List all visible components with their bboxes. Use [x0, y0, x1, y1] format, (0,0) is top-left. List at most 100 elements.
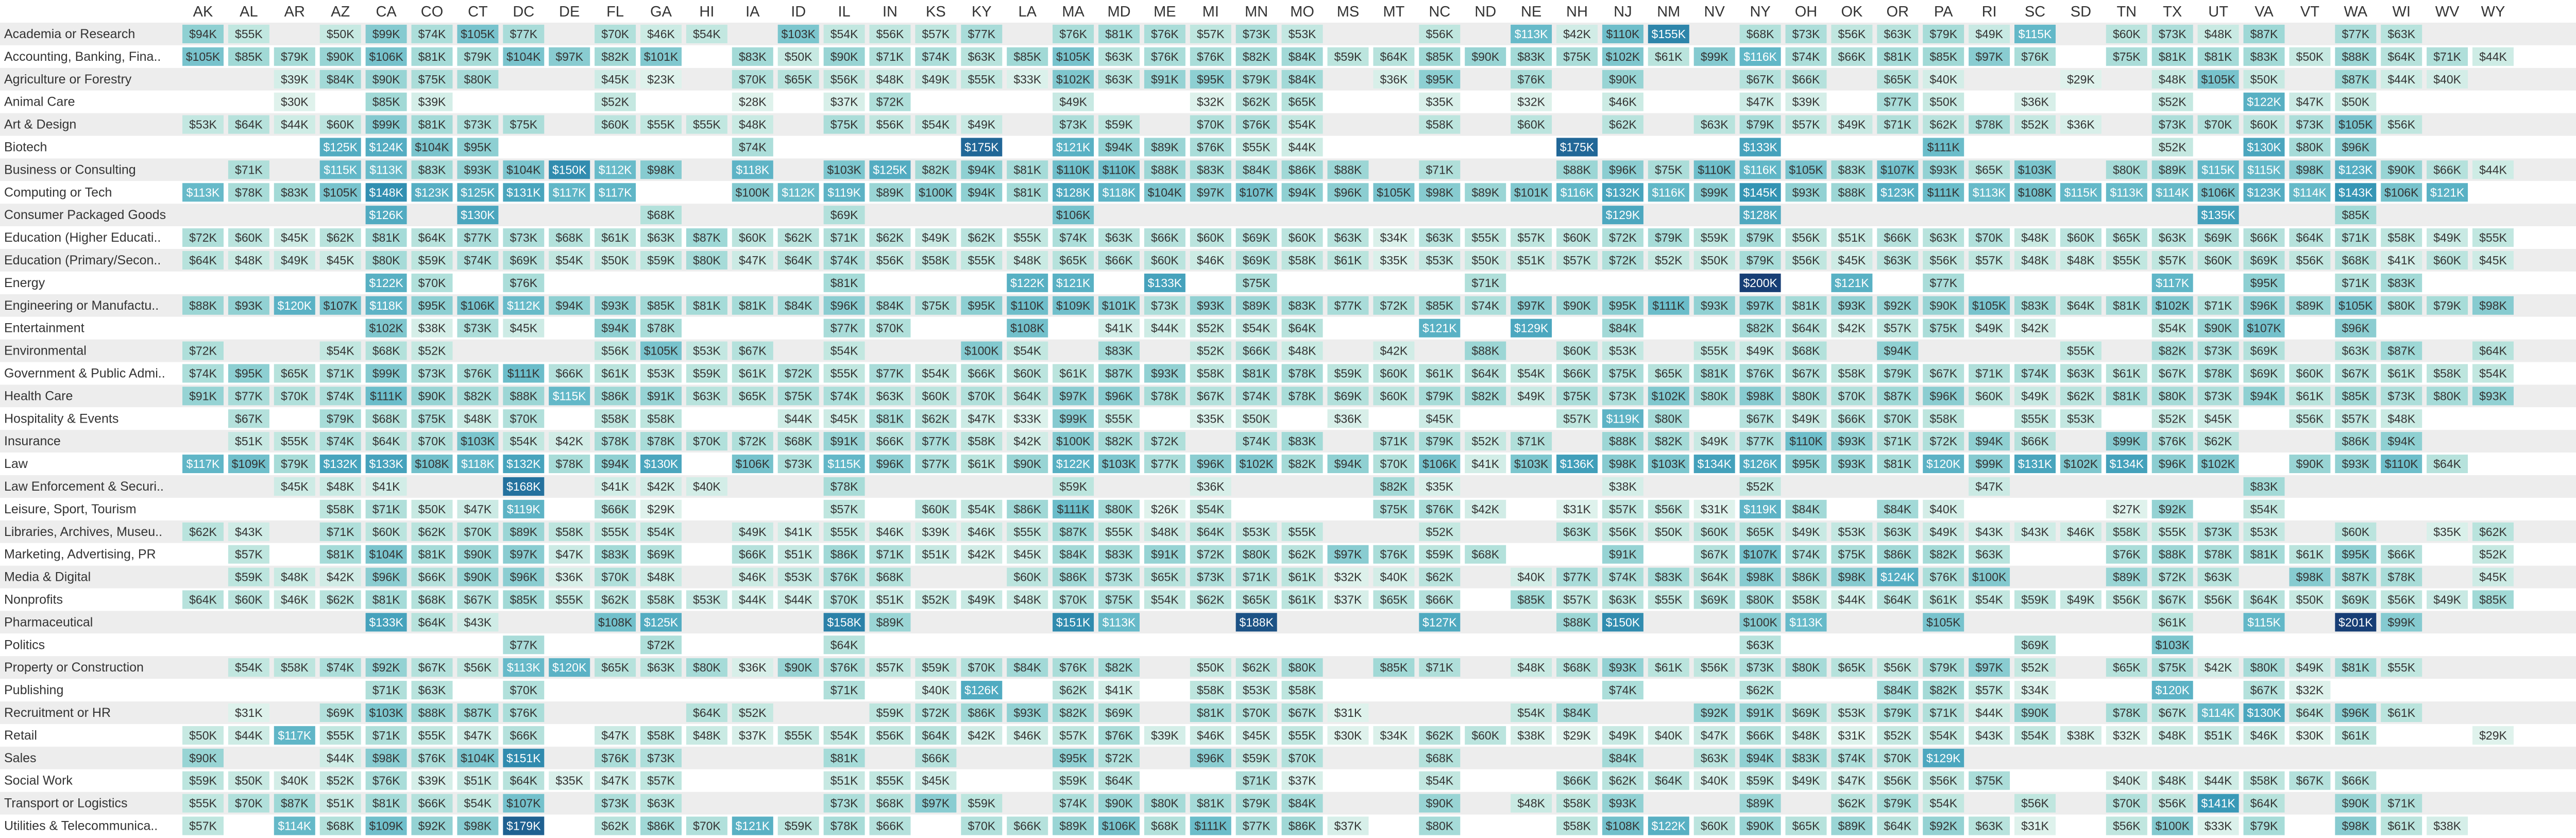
cell-value-label: $108K [2018, 186, 2053, 199]
heatmap-cell [503, 183, 545, 202]
cell-value-label: $48K [739, 118, 767, 131]
heatmap-cell [686, 24, 727, 43]
cell-value-label: $83K [1289, 434, 1316, 448]
cell-value-label: $90K [2205, 322, 2232, 335]
cell-value-label: $86K [1792, 571, 1820, 584]
heatmap-cell [1144, 70, 1185, 89]
cell-value-label: $63K [2159, 231, 2187, 244]
cell-value-label: $70K [235, 797, 263, 810]
cell-value-label: $62K [1289, 548, 1316, 561]
cell-value-label: $91K [1609, 548, 1637, 561]
cell-value-label: $54K [831, 344, 858, 358]
cell-value-label: $39K [1792, 95, 1820, 109]
heatmap-cell [2014, 24, 2056, 43]
heatmap-cell [2106, 160, 2147, 179]
heatmap-cell [1831, 160, 1873, 179]
cell-value-label: $76K [1426, 502, 1453, 516]
cell-value-label: $73K [601, 797, 629, 810]
cell-value-label: $75K [1563, 389, 1591, 403]
row-label: Social Work [4, 774, 73, 788]
cell-value-label: $63K [1884, 27, 1911, 41]
cell-value-label: $61K [1929, 593, 1957, 606]
cell-value-label: $64K [189, 593, 217, 606]
cell-value-label: $71K [876, 50, 904, 63]
heatmap-cell [2335, 24, 2377, 43]
cell-value-label: $150K [1606, 615, 1640, 629]
heatmap-cell [319, 183, 361, 202]
cell-value-label: $69K [831, 208, 858, 222]
cell-value-label: $46K [1197, 729, 1225, 742]
cell-value-label: $79K [1426, 389, 1453, 403]
cell-value-label: $116K [1652, 186, 1685, 199]
heatmap-cell [319, 70, 361, 89]
column-header: NH [1566, 4, 1588, 20]
cell-value-label: $38K [2433, 819, 2461, 832]
cell-value-label: $56K [876, 254, 904, 267]
cell-value-label: $125K [323, 140, 358, 154]
cell-value-label: $89K [1747, 797, 1774, 810]
cell-value-label: $113K [1789, 615, 1823, 629]
cell-value-label: $42K [968, 729, 995, 742]
heatmap-cell [1281, 92, 1323, 111]
cell-value-label: $97K [1517, 299, 1545, 312]
cell-value-label: $85K [1517, 593, 1545, 606]
cell-value-label: $200K [1743, 276, 1777, 290]
cell-value-label: $85K [235, 50, 263, 63]
cell-value-label: $74K [2021, 366, 2049, 380]
cell-value-label: $83K [418, 163, 446, 176]
heatmap-cell [732, 183, 773, 202]
cell-value-label: $58K [647, 412, 675, 425]
heatmap-cell [732, 138, 773, 157]
heatmap-cell [1739, 92, 1781, 111]
heatmap-cell [274, 70, 315, 89]
cell-value-label: $88K [1838, 186, 1866, 199]
cell-value-label: $69K [2250, 366, 2278, 380]
cell-value-label: $55K [601, 525, 629, 539]
cell-value-label: $109K [1056, 299, 1091, 312]
cell-value-label: $55K [1289, 729, 1316, 742]
heatmap-cell [2243, 47, 2285, 66]
heatmap-cell [1419, 70, 1461, 89]
row-label: Engineering or Manufactu.. [4, 298, 159, 313]
cell-value-label: $55K [418, 729, 446, 742]
cell-value-label: $49K [922, 73, 950, 86]
cell-value-label: $130K [2247, 706, 2281, 719]
cell-value-label: $120K [2155, 683, 2190, 697]
column-header: SC [2025, 4, 2045, 20]
cell-value-label: $53K [1609, 344, 1637, 358]
column-header: NC [1429, 4, 1450, 20]
cell-value-label: $98K [1609, 457, 1637, 471]
cell-value-label: $69K [2205, 231, 2232, 244]
cell-value-label: $63K [876, 389, 904, 403]
heatmap-cell [2289, 138, 2331, 157]
cell-value-label: $123K [415, 186, 449, 199]
cell-value-label: $84K [785, 299, 812, 312]
heatmap-cell [961, 70, 1003, 89]
cell-value-label: $60K [922, 389, 950, 403]
cell-value-label: $43K [2021, 525, 2049, 539]
heatmap-cell [411, 183, 453, 202]
cell-value-label: $70K [464, 525, 492, 539]
cell-value-label: $36K [1334, 412, 1362, 425]
heatmap-cell [1969, 47, 2010, 66]
cell-value-label: $40K [1517, 571, 1545, 584]
cell-value-label: $63K [1701, 751, 1728, 765]
cell-value-label: $86K [1013, 502, 1041, 516]
cell-value-label: $53K [647, 366, 675, 380]
cell-value-label: $134K [1697, 457, 1732, 471]
cell-value-label: $61K [2113, 366, 2141, 380]
heatmap-cell [2243, 24, 2285, 43]
cell-value-label: $75K [510, 118, 537, 131]
heatmap-cell [1235, 92, 1277, 111]
cell-value-label: $64K [1289, 322, 1316, 335]
cell-value-label: $60K [327, 118, 354, 131]
cell-value-label: $44K [2205, 774, 2232, 787]
cell-value-label: $68K [372, 344, 400, 358]
cell-value-label: $80K [1655, 412, 1683, 425]
heatmap-cell [1098, 47, 1140, 66]
cell-value-label: $57K [876, 661, 904, 674]
row-label: Utilities & Telecommunica.. [4, 818, 158, 833]
heatmap-cell [319, 138, 361, 157]
cell-value-label: $71K [1243, 571, 1270, 584]
heatmap-cell [2289, 115, 2331, 134]
